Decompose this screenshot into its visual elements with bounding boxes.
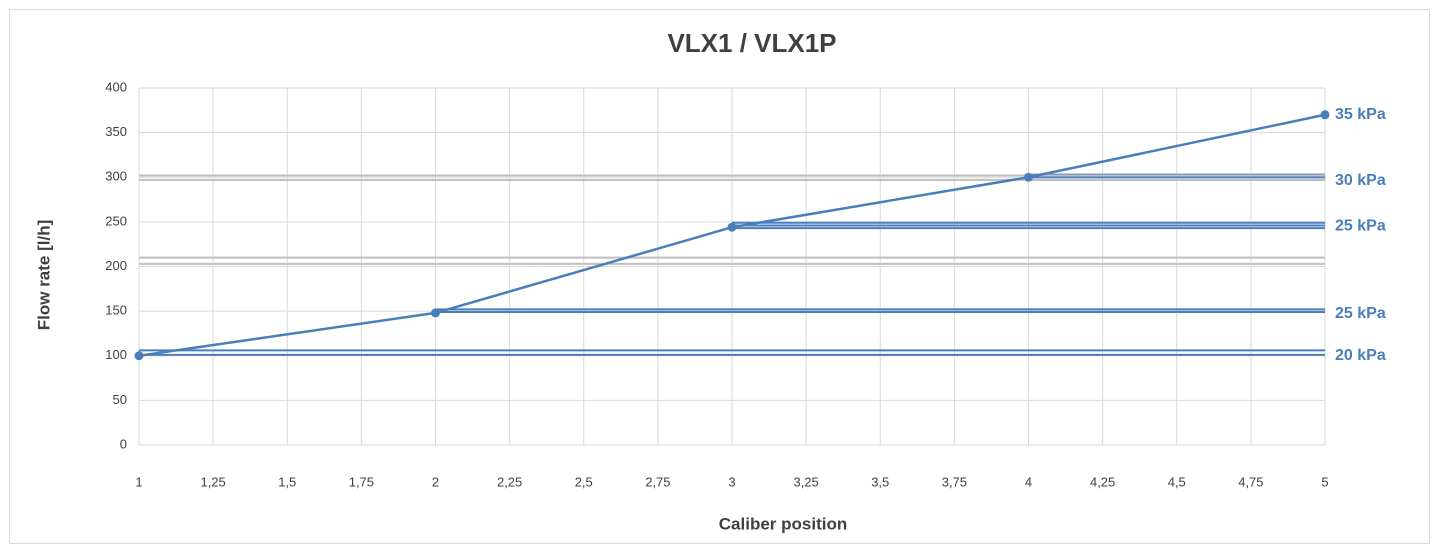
x-tick-label: 1,5 bbox=[278, 474, 296, 489]
x-tick-label: 2,75 bbox=[645, 474, 670, 489]
annotation: 35 kPa bbox=[1335, 106, 1386, 123]
y-tick-label: 200 bbox=[105, 258, 127, 273]
y-tick-label: 50 bbox=[113, 392, 127, 407]
x-tick-label: 4 bbox=[1025, 474, 1032, 489]
x-tick-label: 4,25 bbox=[1090, 474, 1115, 489]
y-tick-label: 100 bbox=[105, 347, 127, 362]
x-tick-label: 2,5 bbox=[575, 474, 593, 489]
x-tick-label: 2 bbox=[432, 474, 439, 489]
annotation: 25 kPa bbox=[1335, 218, 1386, 235]
x-tick-label: 3,5 bbox=[871, 474, 889, 489]
data-point bbox=[134, 351, 144, 361]
x-tick-label: 3 bbox=[728, 474, 735, 489]
y-axis-title: Flow rate [l/h] bbox=[34, 220, 53, 331]
x-tick-label: 3,75 bbox=[942, 474, 967, 489]
x-tick-label: 3,25 bbox=[793, 474, 818, 489]
x-tick-label: 1,25 bbox=[200, 474, 225, 489]
annotation: 30 kPa bbox=[1335, 172, 1386, 189]
chart-title: VLX1 / VLX1P bbox=[667, 28, 836, 58]
annotation: 25 kPa bbox=[1335, 305, 1386, 322]
y-tick-label: 150 bbox=[105, 303, 127, 318]
data-point bbox=[727, 222, 737, 232]
chart-border bbox=[9, 9, 1430, 544]
x-tick-label: 4,75 bbox=[1238, 474, 1263, 489]
x-tick-label: 5 bbox=[1321, 474, 1328, 489]
x-axis-title: Caliber position bbox=[719, 514, 847, 533]
x-tick-label: 1,75 bbox=[349, 474, 374, 489]
data-point bbox=[431, 308, 440, 318]
y-tick-label: 0 bbox=[120, 436, 127, 451]
y-tick-label: 400 bbox=[105, 79, 127, 94]
y-tick-label: 250 bbox=[105, 213, 127, 228]
y-tick-label: 300 bbox=[105, 169, 127, 184]
x-tick-label: 2,25 bbox=[497, 474, 522, 489]
x-tick-label: 1 bbox=[135, 474, 142, 489]
x-tick-label: 4,5 bbox=[1168, 474, 1186, 489]
data-point bbox=[1024, 172, 1033, 182]
annotation: 20 kPa bbox=[1335, 347, 1386, 364]
data-point bbox=[1320, 110, 1330, 120]
y-tick-label: 350 bbox=[105, 124, 127, 139]
